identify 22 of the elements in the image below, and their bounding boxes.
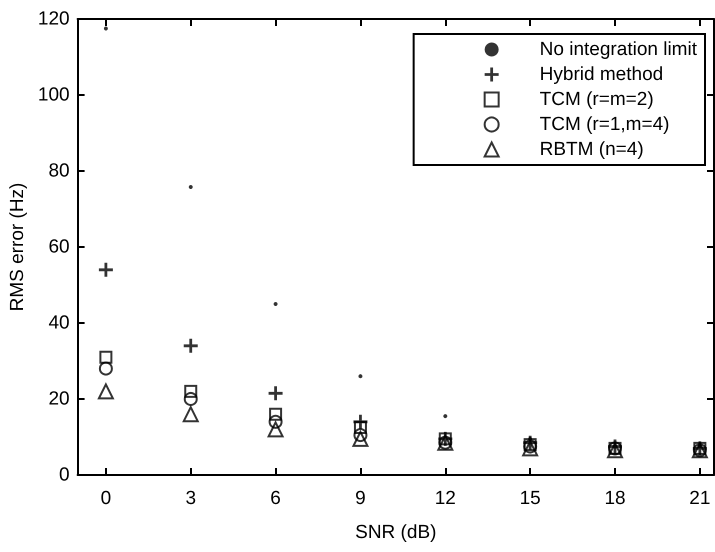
y-tick-label: 120 — [38, 8, 70, 30]
x-tick-label: 15 — [520, 488, 541, 509]
legend-label: TCM (r=m=2) — [540, 89, 654, 110]
y-axis-title: RMS error (Hz) — [7, 182, 28, 312]
x-tick-label: 9 — [355, 488, 366, 509]
legend-label: TCM (r=1,m=4) — [540, 114, 670, 135]
x-tick-label: 0 — [100, 488, 112, 509]
y-tick-label: 80 — [48, 160, 70, 182]
legend-label: RBTM (n=4) — [540, 139, 644, 160]
legend-label: Hybrid method — [540, 64, 664, 85]
x-tick-label: 18 — [604, 488, 626, 509]
y-tick-label: 0 — [59, 464, 70, 486]
x-tick-label: 21 — [689, 488, 710, 509]
x-tick-label: 6 — [270, 488, 281, 509]
y-tick-label: 60 — [48, 236, 70, 258]
y-tick-label: 100 — [38, 84, 70, 106]
legend-label: No integration limit — [540, 39, 698, 60]
y-tick-label: 40 — [48, 312, 70, 334]
x-tick-label: 12 — [434, 488, 456, 509]
y-tick-label: 20 — [48, 388, 70, 410]
x-axis-title: SNR (dB) — [355, 522, 436, 543]
x-tick-label: 3 — [185, 488, 196, 509]
